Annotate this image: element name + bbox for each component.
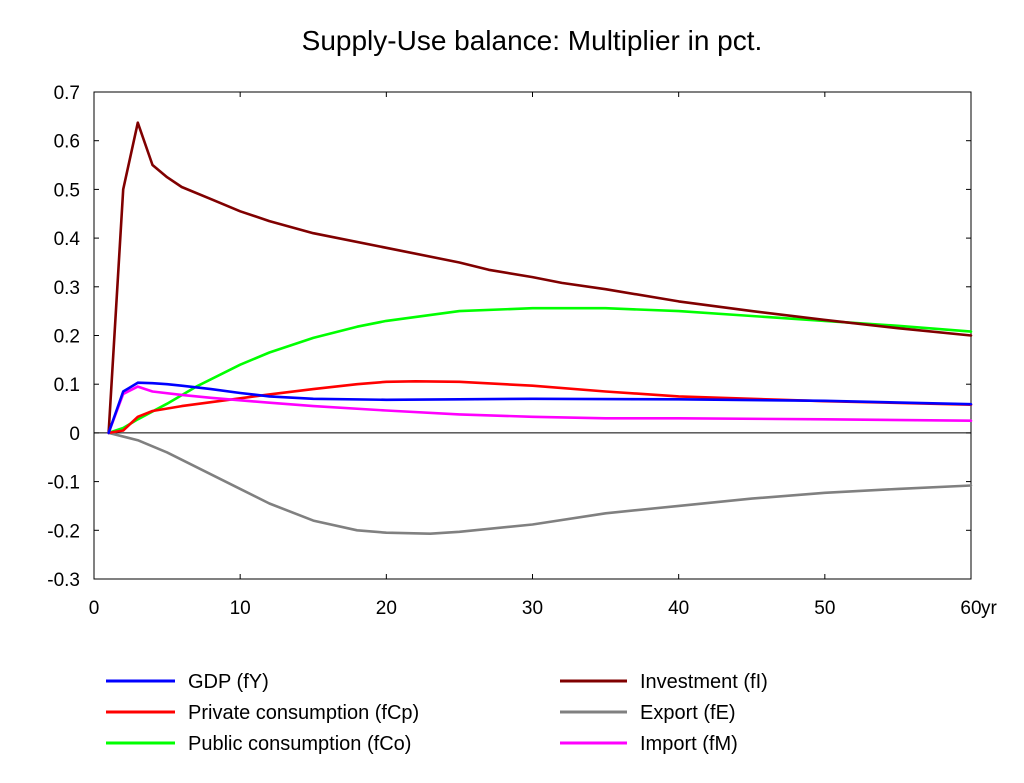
legend-label-2: Public consumption (fCo) — [188, 733, 411, 755]
y-tick-label: -0.2 — [47, 521, 80, 542]
x-tick-label: 60 — [960, 598, 981, 619]
y-tick-label: -0.3 — [47, 570, 80, 591]
x-tick-label: 40 — [668, 598, 689, 619]
x-tick-label: 20 — [376, 598, 397, 619]
x-tick-label: 0 — [89, 598, 100, 619]
y-tick-label: 0.1 — [54, 375, 80, 396]
series-line-2 — [107, 306, 973, 435]
x-tick-label: 10 — [230, 598, 251, 619]
legend: GDP (fY) Private consumption (fCp) Public … — [106, 671, 768, 755]
x-tick-label: 50 — [814, 598, 835, 619]
y-tick-label: 0.5 — [54, 180, 80, 201]
chart-title: Supply-Use balance: Multiplier in pct. — [302, 25, 763, 56]
legend-label-1: Private consumption (fCp) — [188, 702, 419, 724]
series-layer — [107, 121, 973, 536]
y-tick-label: 0.3 — [54, 278, 80, 299]
x-axis: 0 10 20 30 40 50 60 yr — [89, 92, 998, 619]
x-unit-label: yr — [981, 598, 998, 619]
series-line-4 — [107, 431, 973, 536]
series-line-5 — [107, 385, 973, 435]
series-line-1 — [107, 379, 973, 435]
y-tick-label: 0.2 — [54, 327, 80, 348]
plot-frame — [93, 91, 972, 580]
y-tick-label: 0.7 — [54, 83, 80, 104]
x-tick-label: 30 — [522, 598, 543, 619]
legend-label-4: Export (fE) — [640, 702, 736, 724]
series-line-0 — [107, 381, 973, 435]
y-tick-label: -0.1 — [47, 473, 80, 494]
y-tick-label: 0.4 — [54, 229, 81, 250]
y-tick-label: 0 — [69, 424, 80, 445]
series-line-3 — [107, 121, 973, 435]
legend-label-0: GDP (fY) — [188, 671, 269, 693]
legend-label-3: Investment (fI) — [640, 671, 768, 693]
y-axis: -0.3 -0.2 -0.1 0 0.1 0.2 0.3 0.4 0.5 0.6 0.7 — [47, 83, 971, 591]
legend-label-5: Import (fM) — [640, 733, 738, 755]
y-tick-label: 0.6 — [54, 132, 80, 153]
